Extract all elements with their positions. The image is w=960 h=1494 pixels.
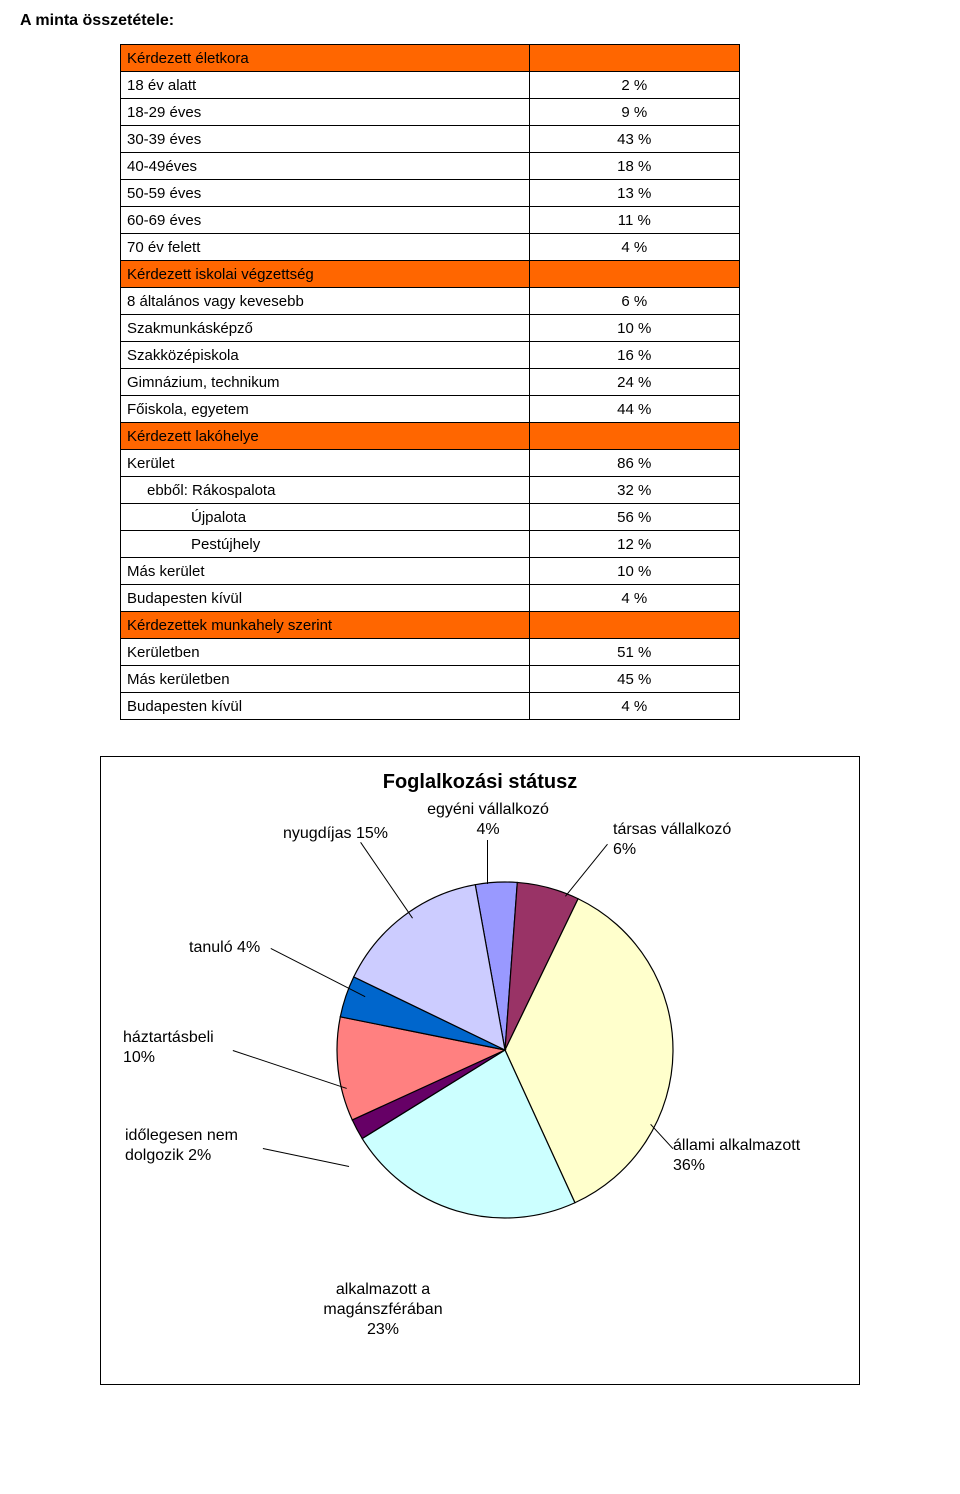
chart-label-tanulo: tanuló 4% [189, 938, 260, 958]
row-value: 32 % [529, 477, 739, 504]
row-label: Más kerület [121, 558, 530, 585]
row-label: Főiskola, egyetem [121, 396, 530, 423]
table-row: ebből: Rákospalota32 % [121, 477, 740, 504]
row-label: ebből: Rákospalota [121, 477, 530, 504]
table-row: Szakközépiskola16 % [121, 342, 740, 369]
table-section-header: Kérdezett lakóhelye [121, 423, 740, 450]
row-value: 4 % [529, 234, 739, 261]
table-row: Más kerület10 % [121, 558, 740, 585]
row-value: 45 % [529, 666, 739, 693]
composition-table: Kérdezett életkora18 év alatt2 %18-29 év… [120, 44, 740, 720]
chart-label-tarsas: társas vállalkozó6% [613, 820, 731, 860]
table-row: Pestújhely12 % [121, 531, 740, 558]
row-label: Pestújhely [121, 531, 530, 558]
row-value: 9 % [529, 99, 739, 126]
table-row: 8 általános vagy kevesebb6 % [121, 288, 740, 315]
row-value: 13 % [529, 180, 739, 207]
pie-wrap [335, 880, 675, 1220]
row-value: 12 % [529, 531, 739, 558]
row-label: 30-39 éves [121, 126, 530, 153]
table-row: 50-59 éves13 % [121, 180, 740, 207]
table-row: Más kerületben45 % [121, 666, 740, 693]
table-row: 40-49éves18 % [121, 153, 740, 180]
chart-label-egyeni: egyéni vállalkozó4% [388, 800, 588, 840]
section-header-label: Kérdezett életkora [121, 45, 530, 72]
row-label: 50-59 éves [121, 180, 530, 207]
table-row: 30-39 éves43 % [121, 126, 740, 153]
row-label: 18-29 éves [121, 99, 530, 126]
table-row: 60-69 éves11 % [121, 207, 740, 234]
table-row: Budapesten kívül4 % [121, 585, 740, 612]
chart-label-magan: alkalmazott amagánszférában23% [283, 1280, 483, 1340]
row-label: 70 év felett [121, 234, 530, 261]
row-label: 60-69 éves [121, 207, 530, 234]
row-value: 4 % [529, 585, 739, 612]
section-header-value [529, 423, 739, 450]
leader-line [233, 1050, 347, 1089]
row-label: Más kerületben [121, 666, 530, 693]
section-header-value [529, 45, 739, 72]
row-value: 51 % [529, 639, 739, 666]
table-row: Kerületben51 % [121, 639, 740, 666]
table-section-header: Kérdezettek munkahely szerint [121, 612, 740, 639]
table-section-header: Kérdezett iskolai végzettség [121, 261, 740, 288]
section-header-label: Kérdezett iskolai végzettség [121, 261, 530, 288]
row-label: Budapesten kívül [121, 585, 530, 612]
row-value: 56 % [529, 504, 739, 531]
row-label: Szakközépiskola [121, 342, 530, 369]
table-row: Budapesten kívül4 % [121, 693, 740, 720]
table-row: Gimnázium, technikum24 % [121, 369, 740, 396]
table-row: Főiskola, egyetem44 % [121, 396, 740, 423]
row-label: 18 év alatt [121, 72, 530, 99]
row-value: 16 % [529, 342, 739, 369]
chart-label-haztart: háztartásbeli10% [123, 1028, 214, 1068]
row-value: 11 % [529, 207, 739, 234]
row-label: Szakmunkásképző [121, 315, 530, 342]
table-section-header: Kérdezett életkora [121, 45, 740, 72]
row-value: 18 % [529, 153, 739, 180]
chart-label-idolen: időlegesen nemdolgozik 2% [125, 1126, 238, 1166]
row-value: 2 % [529, 72, 739, 99]
row-label: 40-49éves [121, 153, 530, 180]
row-label: 8 általános vagy kevesebb [121, 288, 530, 315]
page-title: A minta összetétele: [20, 12, 940, 30]
table-row: 18-29 éves9 % [121, 99, 740, 126]
row-value: 86 % [529, 450, 739, 477]
pie-chart-box: Foglalkozási státusz egyéni vállalkozó4%… [100, 756, 860, 1385]
chart-label-allami: állami alkalmazott36% [673, 1136, 800, 1176]
row-label: Kerület [121, 450, 530, 477]
chart-title: Foglalkozási státusz [113, 771, 847, 794]
row-value: 10 % [529, 315, 739, 342]
section-header-label: Kérdezett lakóhelye [121, 423, 530, 450]
table-row: 18 év alatt2 % [121, 72, 740, 99]
chart-label-nyugdij: nyugdíjas 15% [283, 824, 388, 844]
section-header-label: Kérdezettek munkahely szerint [121, 612, 530, 639]
table-row: 70 év felett4 % [121, 234, 740, 261]
table-row: Kerület86 % [121, 450, 740, 477]
row-value: 6 % [529, 288, 739, 315]
row-value: 44 % [529, 396, 739, 423]
leader-line [487, 840, 488, 884]
table-row: Szakmunkásképző10 % [121, 315, 740, 342]
chart-area: egyéni vállalkozó4% társas vállalkozó6% ál… [113, 800, 847, 1360]
row-value: 10 % [529, 558, 739, 585]
row-value: 24 % [529, 369, 739, 396]
row-label: Kerületben [121, 639, 530, 666]
row-label: Budapesten kívül [121, 693, 530, 720]
pie-svg [335, 880, 675, 1220]
section-header-value [529, 612, 739, 639]
section-header-value [529, 261, 739, 288]
row-label: Gimnázium, technikum [121, 369, 530, 396]
row-value: 43 % [529, 126, 739, 153]
row-label: Újpalota [121, 504, 530, 531]
row-value: 4 % [529, 693, 739, 720]
table-row: Újpalota56 % [121, 504, 740, 531]
